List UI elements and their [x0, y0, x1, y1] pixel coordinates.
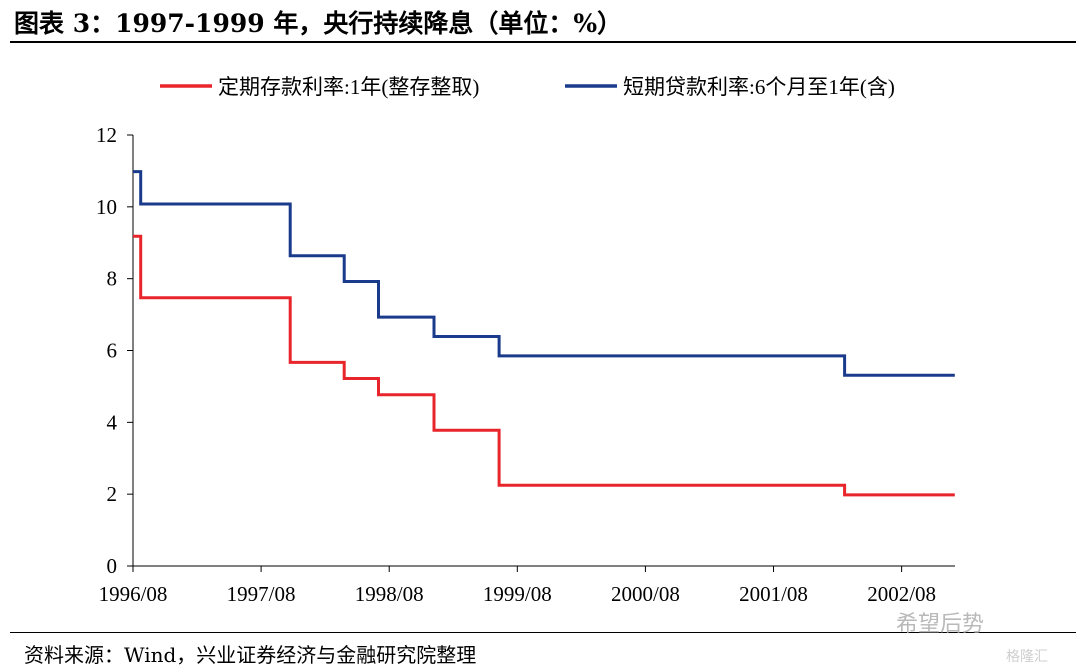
y-tick-label: 2: [107, 482, 118, 506]
y-tick-label: 12: [96, 123, 117, 147]
y-tick-label: 4: [107, 410, 118, 434]
x-tick-label: 2001/08: [739, 582, 808, 606]
x-tick-label: 1997/08: [227, 582, 296, 606]
x-tick-label: 2002/08: [867, 582, 936, 606]
watermark-text: 希望后势: [896, 612, 985, 637]
legend-label-1: 定期存款利率:1年(整存整取): [218, 75, 479, 99]
series-line-1: [133, 234, 955, 497]
y-tick-label: 6: [107, 339, 118, 363]
y-tick-label: 10: [96, 195, 117, 219]
x-tick-label: 1999/08: [483, 582, 552, 606]
source-note: 资料来源：Wind，兴业证券经济与金融研究院整理: [24, 643, 477, 667]
x-tick-label: 1998/08: [355, 582, 424, 606]
y-tick-label: 8: [107, 267, 118, 291]
source-rule: [10, 632, 1076, 633]
chart-axes: 0 2 4 6 8 10 12 1996/08 1997/08 1998/08 1999/08 200…: [96, 123, 955, 606]
chart-legend: 定期存款利率:1年(整存整取) 短期贷款利率:6个月至1年(含): [160, 75, 895, 99]
watermark-logo-text: 格隆汇: [1006, 649, 1048, 665]
chart-series: [133, 170, 955, 497]
rate-chart: 定期存款利率:1年(整存整取) 短期贷款利率:6个月至1年(含) 0 2 4 6 8 10 1…: [96, 75, 955, 606]
x-tick-label: 2000/08: [611, 582, 680, 606]
y-tick-label: 0: [107, 554, 118, 578]
title-rule: [10, 41, 1076, 43]
x-tick-label: 1996/08: [99, 582, 168, 606]
series-line-2: [133, 170, 955, 377]
legend-label-2: 短期贷款利率:6个月至1年(含): [623, 75, 895, 99]
figure-title: 图表 3：1997-1999 年，央行持续降息（单位：%）: [14, 9, 623, 38]
